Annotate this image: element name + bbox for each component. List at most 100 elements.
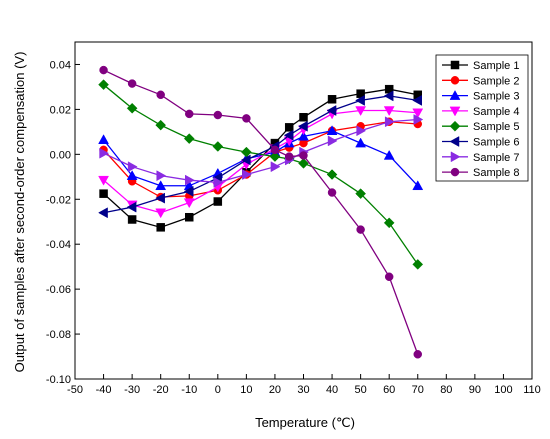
data-point	[384, 116, 395, 128]
series-sample-7	[99, 114, 424, 188]
legend-item: Sample 5	[442, 120, 519, 133]
y-tick-label: 0.02	[50, 104, 71, 116]
series-line	[103, 109, 418, 214]
x-tick-label: 90	[469, 384, 481, 396]
data-point	[384, 272, 394, 282]
x-tick-label: 30	[297, 384, 309, 396]
data-point	[412, 94, 422, 106]
data-point	[213, 197, 223, 206]
x-tick-label: -50	[67, 384, 83, 396]
data-point	[213, 176, 224, 188]
legend-marker	[449, 106, 461, 117]
y-tick-label: -0.08	[46, 329, 71, 341]
data-point	[326, 125, 338, 135]
data-point	[155, 119, 167, 131]
data-point	[242, 169, 252, 180]
data-point	[270, 145, 280, 155]
data-point	[283, 129, 294, 141]
y-tick-label: -0.04	[46, 239, 71, 251]
data-point	[99, 65, 108, 75]
x-tick-label: 20	[269, 384, 281, 396]
data-point	[127, 161, 138, 173]
legend-marker	[450, 76, 460, 85]
x-tick-label: -30	[124, 384, 140, 396]
data-point	[355, 188, 366, 200]
x-tick-label: 60	[383, 384, 395, 396]
series-layer	[98, 65, 424, 359]
x-tick-label: 40	[326, 384, 338, 396]
axis-ticks: -50 -40 -30 -20 -10 0 10 20 30 40 50 60 70 80 90 100 110…	[46, 59, 541, 396]
data-point	[270, 161, 281, 173]
data-point	[284, 152, 294, 161]
series-sample-4	[98, 106, 424, 219]
data-point	[413, 114, 424, 125]
data-point	[212, 141, 224, 152]
y-tick-label: -0.06	[46, 284, 71, 296]
series-line	[103, 69, 419, 355]
data-point	[299, 113, 308, 122]
x-tick-label: 50	[355, 384, 367, 396]
series-sample-8	[99, 65, 422, 359]
legend-marker	[449, 90, 461, 100]
data-point	[355, 106, 367, 117]
x-tick-label: -20	[153, 384, 169, 396]
data-point	[356, 225, 365, 234]
data-point	[156, 170, 167, 182]
legend-marker	[450, 151, 461, 163]
data-point	[299, 151, 308, 160]
data-point	[155, 180, 167, 191]
x-tick-label: 0	[215, 384, 221, 396]
data-point	[99, 147, 110, 159]
legend-item: Sample 4	[442, 106, 519, 118]
legend-item: Sample 1	[442, 60, 519, 72]
y-tick-label: 0.04	[50, 59, 71, 71]
data-point	[213, 110, 223, 120]
x-tick-label: 80	[440, 384, 452, 396]
data-point	[98, 79, 109, 91]
data-point	[412, 259, 424, 270]
data-point	[326, 105, 337, 116]
legend-marker	[450, 167, 460, 177]
data-point	[298, 157, 309, 169]
data-point	[383, 217, 395, 229]
data-point	[126, 102, 138, 114]
x-tick-label: -10	[181, 384, 197, 396]
x-tick-label: 10	[240, 384, 252, 396]
series-line	[103, 121, 418, 198]
data-point	[98, 175, 109, 186]
data-point	[242, 114, 251, 123]
x-axis-title: Temperature (℃)	[255, 415, 355, 430]
series-sample-1	[99, 84, 422, 232]
data-point	[413, 350, 422, 359]
data-point	[412, 108, 424, 119]
legend: Sample 1 Sample 2 Sample 3 Sample 4 Sample 5…	[435, 54, 529, 182]
legend-marker	[449, 120, 461, 132]
y-tick-label: -0.10	[46, 374, 71, 386]
data-point	[155, 208, 167, 219]
data-point	[383, 90, 394, 102]
data-point	[356, 125, 367, 137]
series-line	[103, 84, 419, 265]
data-point	[126, 170, 138, 180]
legend-label: Sample 1	[473, 60, 519, 72]
legend-marker	[449, 136, 460, 147]
data-point	[98, 134, 109, 144]
x-tick-label: -40	[96, 384, 112, 396]
data-point	[185, 212, 194, 222]
data-point	[327, 188, 337, 197]
data-point	[98, 207, 108, 219]
legend-item: Sample 3	[442, 90, 519, 103]
data-point	[240, 154, 251, 166]
data-point	[155, 192, 165, 204]
data-point	[327, 135, 338, 147]
legend-item: Sample 6	[442, 136, 519, 149]
legend-label: Sample 5	[473, 121, 519, 133]
y-axis-title: Output of samples after second-order com…	[12, 52, 27, 373]
x-tick-label: 100	[494, 384, 512, 396]
data-point	[383, 106, 395, 117]
legend-label: Sample 7	[473, 152, 519, 164]
legend-label: Sample 4	[473, 106, 519, 118]
legend-item: Sample 8	[442, 167, 519, 179]
data-point	[355, 94, 365, 106]
data-point	[156, 223, 165, 232]
